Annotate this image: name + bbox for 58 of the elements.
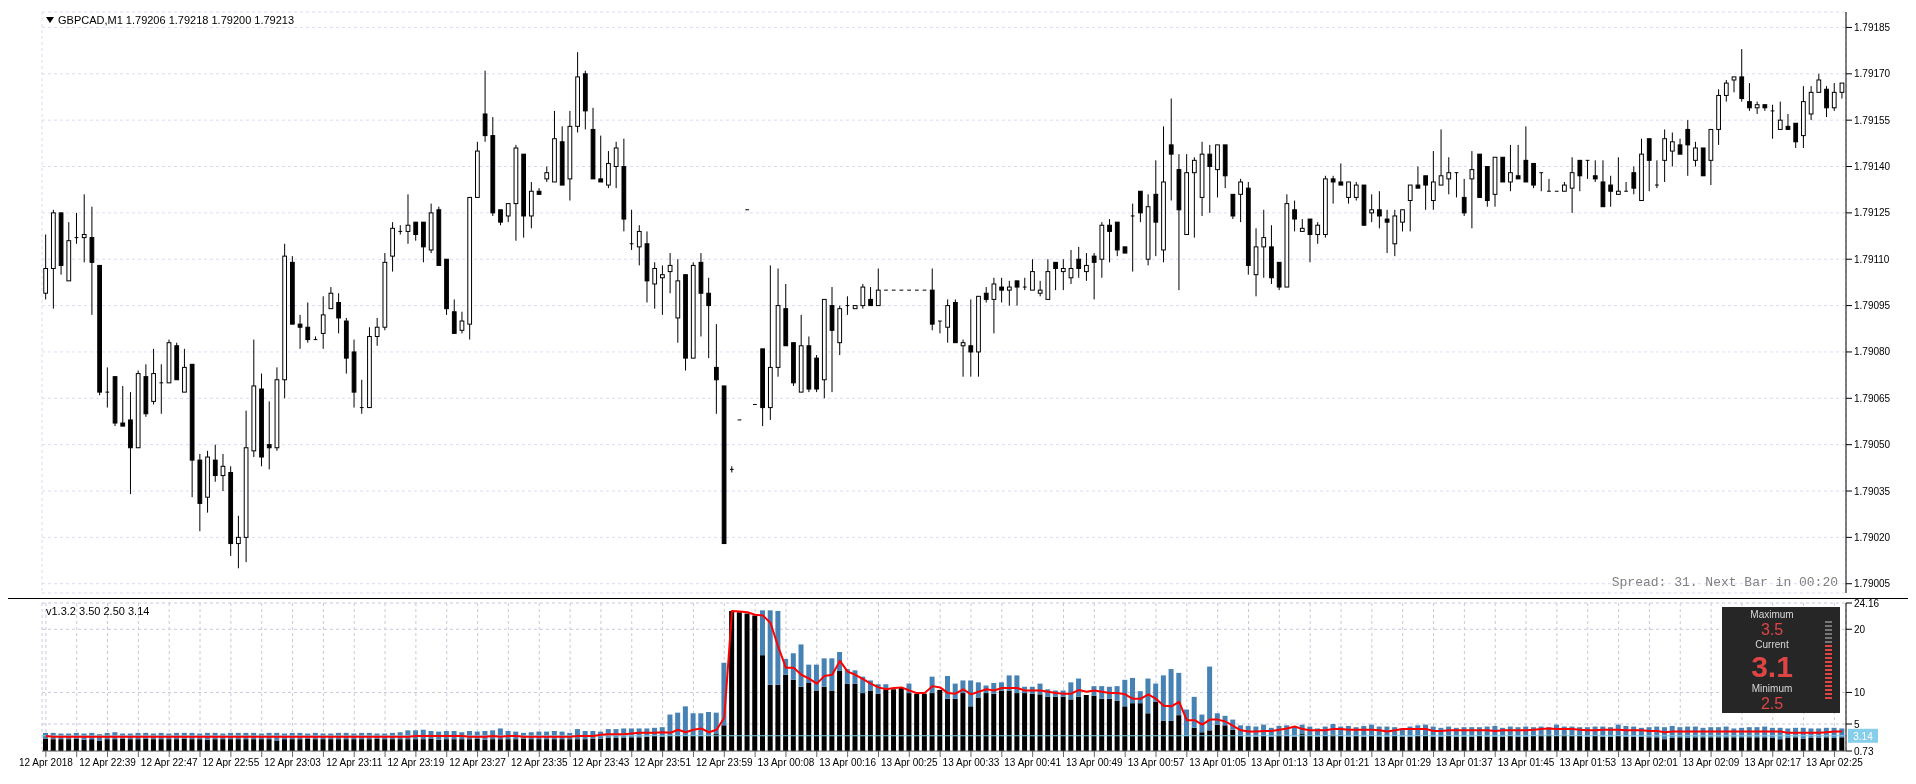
y-tick-label: 1.79170 (1854, 68, 1891, 80)
annotation: 3.1 (1750, 650, 1794, 683)
x-tick-label: 12 Apr 2018 (18, 757, 74, 769)
x-tick-label: 13 Apr 01:29 (1374, 757, 1432, 769)
y-tick-label: 1.79110 (1854, 253, 1890, 265)
y-tick-label: 10 (1854, 686, 1866, 698)
annotation: Current (1754, 639, 1790, 651)
x-tick-label: 13 Apr 01:45 (1497, 757, 1555, 769)
x-tick-label: 12 Apr 22:47 (140, 757, 198, 769)
y-tick-label: 1.79080 (1854, 346, 1891, 358)
x-tick-label: 13 Apr 00:57 (1127, 757, 1185, 769)
annotation: Maximum (1749, 609, 1795, 621)
chart-title: v1.3.2 3.50 2.50 3.14 (46, 605, 150, 617)
y-tick-label: 1.79155 (1854, 114, 1891, 126)
x-tick-label: 12 Apr 22:39 (79, 757, 137, 769)
y-tick-label: 5 (1854, 718, 1860, 730)
x-tick-label: 13 Apr 02:17 (1744, 757, 1802, 769)
y-tick-label: 1.79035 (1854, 485, 1891, 497)
x-tick-label: 13 Apr 01:13 (1251, 757, 1309, 769)
x-tick-label: 12 Apr 23:35 (510, 757, 569, 769)
y-tick-label: 1.79095 (1854, 300, 1891, 312)
y-tick-label: 1.79125 (1854, 207, 1891, 219)
x-tick-label: 13 Apr 02:09 (1682, 757, 1740, 769)
x-tick-label: 13 Apr 00:16 (819, 757, 877, 769)
x-tick-label: 13 Apr 00:25 (880, 757, 939, 769)
y-tick-label: 24.16 (1854, 597, 1880, 609)
y-tick-label: 1.79185 (1854, 22, 1891, 33)
annotation: 2.5 (1759, 695, 1785, 713)
x-tick-label: 12 Apr 23:59 (695, 757, 754, 769)
x-tick-label: 12 Apr 23:27 (449, 757, 507, 769)
y-tick-label: 1.79050 (1854, 439, 1891, 451)
x-tick-label: 13 Apr 02:25 (1806, 757, 1864, 769)
y-tick-label: 1.79065 (1854, 392, 1891, 404)
x-tick-label: 13 Apr 01:37 (1436, 757, 1494, 769)
x-tick-label: 12 Apr 23:51 (634, 757, 692, 769)
x-tick-label: 13 Apr 01:53 (1559, 757, 1617, 769)
x-tick-label: 13 Apr 01:05 (1189, 757, 1247, 769)
y-tick-label: 1.79140 (1854, 161, 1891, 173)
x-tick-label: 13 Apr 01:21 (1312, 757, 1370, 769)
x-tick-label: 13 Apr 00:41 (1004, 757, 1062, 769)
x-tick-label: 12 Apr 23:19 (387, 757, 445, 769)
chart-title: GBPCAD,M1 1.79206 1.79218 1.79200 1.79213 (58, 14, 295, 26)
x-tick-label: 12 Apr 23:43 (572, 757, 630, 769)
y-tick-label: 20 (1854, 623, 1866, 635)
y-tick-label: 1.79020 (1854, 531, 1891, 543)
x-tick-label: 13 Apr 00:33 (942, 757, 1000, 769)
annotation: Minimum (1750, 683, 1794, 695)
x-tick-label: 13 Apr 00:08 (757, 757, 815, 769)
ref-line-label: 3.14 (1853, 730, 1874, 742)
x-tick-label: 13 Apr 00:49 (1065, 757, 1124, 769)
annotation: 3.5 (1759, 621, 1785, 639)
x-tick-label: 13 Apr 02:01 (1621, 757, 1679, 769)
x-tick-label: 12 Apr 23:11 (326, 757, 383, 769)
y-tick-label: 1.79005 (1854, 578, 1891, 590)
annotation: Spread: 31. Next Bar in 00:20 (1611, 575, 1838, 590)
x-tick-label: 12 Apr 23:03 (264, 757, 322, 769)
y-tick-label: 0.73 (1854, 745, 1874, 757)
x-tick-label: 12 Apr 22:55 (202, 757, 260, 769)
